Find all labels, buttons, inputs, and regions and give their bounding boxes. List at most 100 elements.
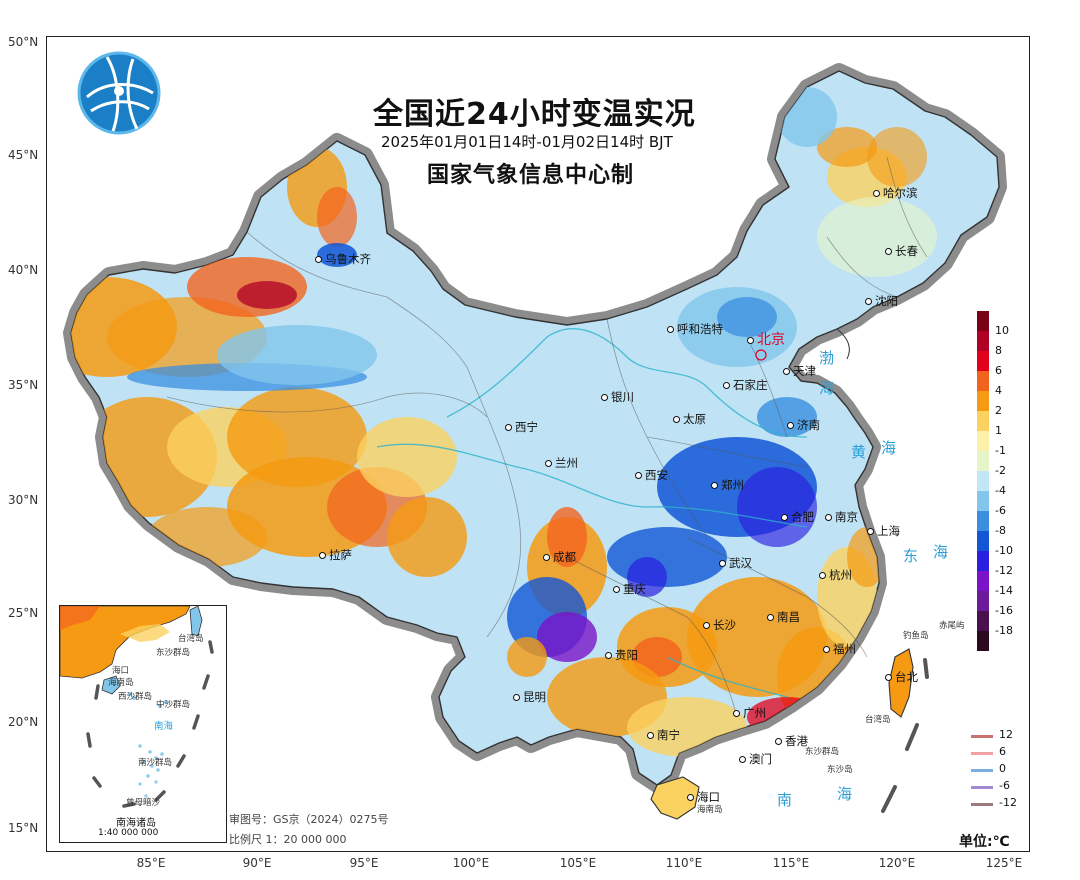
- city-dot-icon: [819, 572, 826, 579]
- city-name: 南京: [835, 510, 858, 524]
- lat-label-25: 25°N: [8, 606, 39, 620]
- legend-value-label: -12: [995, 564, 1013, 577]
- temperature-blob: [547, 507, 587, 567]
- temperature-blob: [777, 87, 837, 147]
- inset-label-nansha: 南沙群岛: [138, 758, 173, 768]
- legend-color-swatch: [977, 611, 989, 631]
- island-taiwan: 台湾岛: [865, 715, 891, 725]
- line-legend-label: -12: [999, 796, 1017, 809]
- city-dot-icon: [667, 326, 674, 333]
- city-dot-icon: [673, 416, 680, 423]
- city-dot-icon: [601, 394, 608, 401]
- city-label: 重庆: [613, 581, 646, 597]
- lon-label-105: 105°E: [559, 856, 597, 870]
- legend-color-swatch: [977, 591, 989, 611]
- lon-label-125: 125°E: [985, 856, 1023, 870]
- legend-value-label: -2: [995, 464, 1006, 477]
- inset-map: [60, 606, 214, 808]
- city-name: 成都: [553, 550, 576, 564]
- sea-label-bo: 渤: [819, 349, 835, 367]
- sea-label-huang: 黄: [851, 443, 867, 461]
- legend-color-swatch: [977, 511, 989, 531]
- city-dot-icon: [787, 422, 794, 429]
- lon-label-95: 95°E: [349, 856, 379, 870]
- city-name: 天津: [793, 364, 816, 378]
- city-label: 武汉: [719, 555, 752, 571]
- legend-value-label: 1: [995, 424, 1002, 437]
- city-dot-icon: [543, 554, 550, 561]
- inset-label-hainan: 海南岛: [108, 678, 134, 688]
- city-label: 石家庄: [723, 377, 768, 393]
- map-organization: 国家气象信息中心制: [427, 163, 635, 188]
- city-label: 澳门: [739, 751, 772, 767]
- city-label: 合肥: [781, 509, 814, 525]
- logo: [77, 51, 161, 135]
- city-name: 香港: [785, 734, 808, 748]
- inset-label-haikou: 海口: [112, 666, 130, 676]
- temperature-blob: [607, 527, 727, 587]
- inset-label-nanhai: 南海: [154, 721, 174, 732]
- line-legend-swatch: [971, 735, 993, 738]
- city-label: 福州: [823, 641, 856, 657]
- city-dot-icon: [719, 560, 726, 567]
- city-dot-icon: [823, 646, 830, 653]
- island-chiwei: 赤尾屿: [939, 621, 965, 631]
- line-legend-label: 6: [999, 745, 1006, 758]
- liaodong-coast: [836, 328, 850, 360]
- city-label: 海口: [687, 789, 720, 805]
- island-dongsha: 东沙群岛: [805, 747, 840, 757]
- legend-color-swatch: [977, 531, 989, 551]
- city-label: 银川: [601, 389, 634, 405]
- lon-label-90: 90°E: [242, 856, 272, 870]
- province-boundaries: [166, 156, 928, 718]
- city-name: 呼和浩特: [677, 322, 723, 336]
- legend-value-label: -18: [995, 624, 1013, 637]
- city-label: 呼和浩特: [667, 321, 723, 337]
- temperature-blob: [317, 187, 357, 247]
- sea-label-dong: 东: [903, 547, 919, 565]
- city-dot-icon: [505, 424, 512, 431]
- legend-value-label: 2: [995, 404, 1002, 417]
- city-dot-icon: [739, 756, 746, 763]
- island-diaoyu: 钓鱼岛: [903, 631, 929, 641]
- city-name: 海口: [697, 790, 720, 804]
- city-name: 哈尔滨: [883, 186, 918, 200]
- city-label: 成都: [543, 549, 576, 565]
- city-dot-icon: [723, 382, 730, 389]
- sea-label-hai-1: 海: [819, 379, 835, 397]
- city-label: 昆明: [513, 689, 546, 705]
- boundary-dashes: [881, 658, 929, 813]
- city-name: 济南: [797, 418, 820, 432]
- island-hainan: 海南岛: [697, 805, 723, 815]
- city-name: 上海: [877, 524, 900, 538]
- city-label: 广州: [733, 705, 766, 721]
- legend-value-label: -14: [995, 584, 1013, 597]
- color-legend: 10 8 6 4 2 1 -1 -2 -4 -6 -8 -10 -12 -14 -16 -18: [977, 311, 1017, 671]
- legend-color-swatch: [977, 631, 989, 651]
- line-legend: 12 6 0 -6 -12: [971, 727, 1029, 817]
- lat-label-40: 40°N: [8, 263, 39, 277]
- legend-value-label: -1: [995, 444, 1006, 457]
- legend-value-label: -16: [995, 604, 1013, 617]
- city-label: 上海: [867, 523, 900, 539]
- city-name: 乌鲁木齐: [325, 252, 371, 266]
- line-legend-swatch: [971, 769, 993, 772]
- city-label: 西安: [635, 467, 668, 483]
- temperature-blob: [817, 197, 937, 277]
- legend-value-label: 10: [995, 324, 1009, 337]
- city-name: 南宁: [657, 728, 680, 742]
- lat-label-20: 20°N: [8, 715, 39, 729]
- inset-label-zhongsha: 中沙群岛: [156, 700, 191, 710]
- temperature-blob: [627, 557, 667, 597]
- legend-color-swatch: [977, 371, 989, 391]
- city-dot-icon: [825, 514, 832, 521]
- city-name: 合肥: [791, 510, 814, 524]
- city-name: 台北: [895, 670, 918, 684]
- inset-scale: 1:40 000 000: [98, 828, 159, 838]
- city-dot-icon: [885, 674, 892, 681]
- city-dot-icon: [605, 652, 612, 659]
- sea-label-hai-2: 海: [881, 439, 897, 457]
- city-label: 哈尔滨: [873, 185, 918, 201]
- inset-label-zengmu: 曾母暗沙: [126, 798, 161, 808]
- lon-label-120: 120°E: [878, 856, 916, 870]
